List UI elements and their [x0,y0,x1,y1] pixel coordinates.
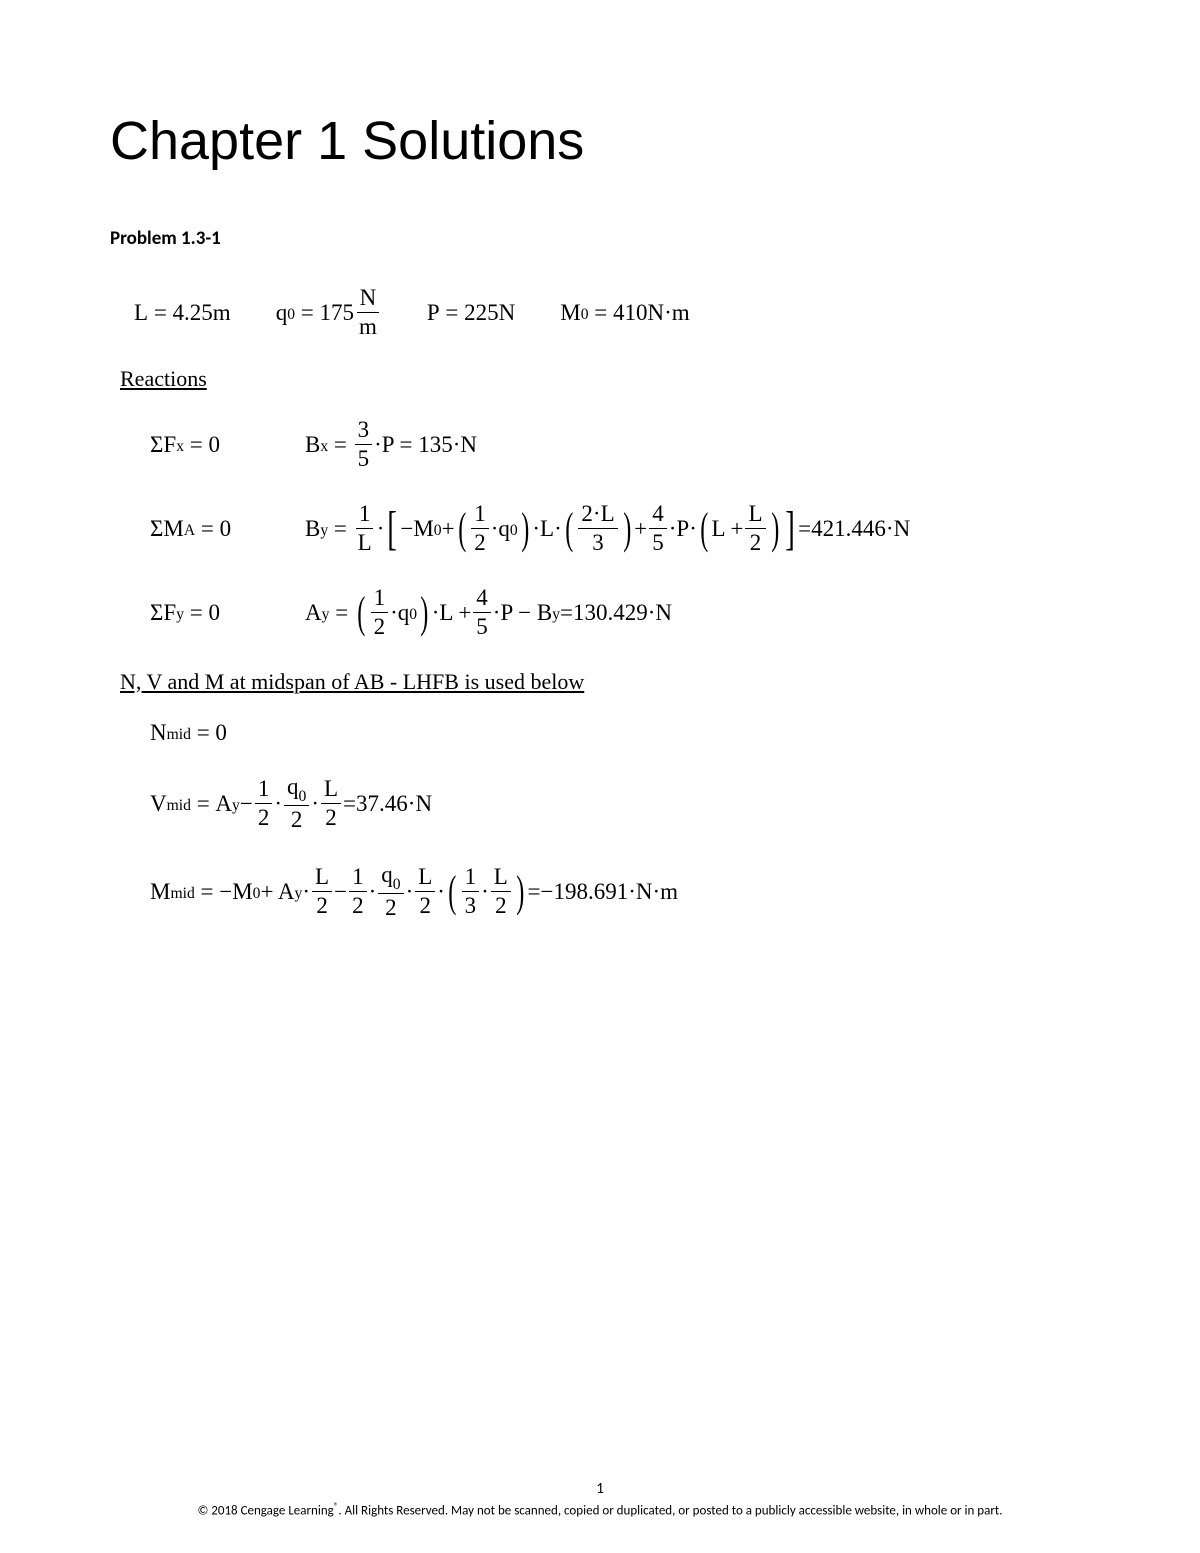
section-reactions: Reactions [120,366,1090,392]
problem-title: Problem 1.3-1 [110,227,1090,250]
copyright-footer: © 2018 Cengage Learning®. All Rights Res… [0,1501,1200,1518]
equation-fy: ΣFy = 0 Ay = ( 12 ·q0 ) ·L + 45 ·P − By … [150,585,1090,641]
equation-fx: ΣFx = 0 Bx = 3 5 ·P = 135·N [150,417,1090,473]
document-page: Chapter 1 Solutions Problem 1.3-1 L = 4.… [0,0,1200,1010]
page-number: 1 [0,1480,1200,1498]
chapter-title: Chapter 1 Solutions [110,110,1090,172]
given-q0: q0 = 175 N m [276,285,382,341]
given-M0: M0 = 410N·m [560,300,689,326]
equation-mmid: Mmid = −M0 + Ay · L2 − 12 · q02 · L2 · (… [150,862,1090,922]
section-midspan: N, V and M at midspan of AB - LHFB is us… [120,669,1090,695]
given-L: L = 4.25m [134,300,231,326]
equation-vmid: Vmid = Ay − 12 · q02 · L2 = 37.46·N [150,774,1090,834]
equation-nmid: Nmid = 0 [150,720,1090,746]
equation-ma: ΣMA = 0 By = 1L · [ −M0 + ( 12 ·q0 ) ·L·… [150,501,1090,557]
given-P: P = 225N [427,300,515,326]
given-values-row: L = 4.25m q0 = 175 N m P = 225N M0 = 410… [134,285,1090,341]
